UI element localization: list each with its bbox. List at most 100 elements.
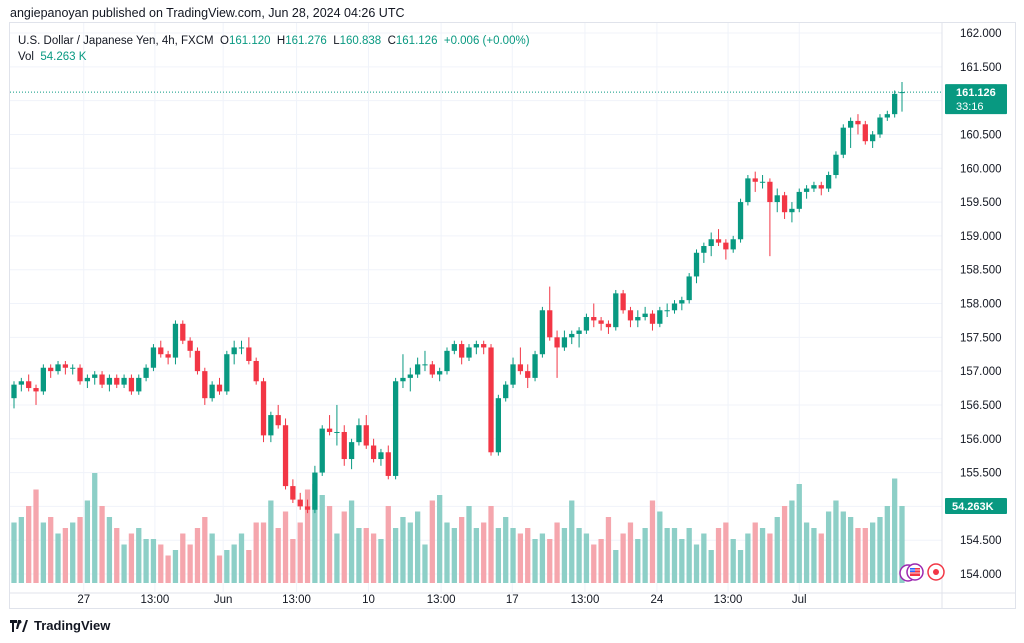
candle-body bbox=[180, 323, 186, 341]
y-tick-label: 155.500 bbox=[960, 468, 1002, 480]
low-value: 160.838 bbox=[339, 35, 382, 47]
candle-body bbox=[341, 431, 347, 460]
candle-body bbox=[70, 367, 76, 369]
candle bbox=[385, 445, 391, 480]
economic-event-icon[interactable] bbox=[927, 563, 945, 581]
volume-bar bbox=[833, 500, 839, 583]
candle-body bbox=[172, 323, 179, 358]
candle-body bbox=[121, 377, 127, 385]
candle bbox=[231, 340, 237, 365]
volume-bar bbox=[495, 528, 502, 583]
candle-body bbox=[282, 425, 289, 487]
volume-bar bbox=[525, 528, 531, 583]
candle bbox=[187, 337, 193, 358]
candle-body bbox=[451, 344, 457, 351]
high-label: H bbox=[276, 35, 286, 47]
volume-bar bbox=[136, 528, 142, 583]
candle bbox=[290, 479, 296, 503]
volume-bar bbox=[11, 522, 17, 583]
candle bbox=[686, 273, 692, 304]
volume-bar bbox=[106, 517, 113, 583]
candle bbox=[77, 364, 83, 385]
time-axis[interactable]: 27 13:00 Jun 13:00 10 13:00 17 13:00 24 13:00 Jul bbox=[77, 594, 806, 606]
candle bbox=[510, 357, 516, 389]
y-tick-label: 154.000 bbox=[960, 569, 1002, 581]
candle bbox=[877, 114, 883, 138]
candle-body bbox=[158, 347, 164, 355]
candle-body bbox=[539, 310, 546, 355]
candle bbox=[334, 404, 340, 446]
candle bbox=[488, 344, 494, 456]
candle bbox=[92, 371, 98, 385]
candlesticks bbox=[11, 81, 905, 514]
volume-bar bbox=[62, 528, 69, 583]
volume-bar bbox=[392, 528, 399, 583]
volume-bar bbox=[348, 500, 355, 583]
candle-body bbox=[414, 364, 421, 375]
volume-bar bbox=[224, 550, 230, 583]
volume-bar bbox=[679, 539, 685, 583]
volume-bar bbox=[818, 533, 824, 583]
chart-event-icons[interactable] bbox=[899, 563, 945, 582]
footer-brand[interactable]: TradingView bbox=[10, 618, 110, 633]
candle-body bbox=[525, 371, 531, 378]
candle-body bbox=[356, 425, 362, 443]
candle bbox=[554, 330, 560, 378]
candle bbox=[532, 350, 538, 382]
candle bbox=[422, 350, 428, 372]
candle-body bbox=[334, 431, 340, 433]
candle-body bbox=[18, 381, 24, 385]
candle-body bbox=[877, 117, 883, 135]
candle-body bbox=[811, 185, 817, 189]
candle bbox=[862, 120, 868, 145]
price-chart[interactable]: 162.000161.500161.000160.500160.000159.5… bbox=[10, 23, 1015, 608]
volume-bar bbox=[33, 489, 39, 583]
chart-panel[interactable]: 162.000161.500161.000160.500160.000159.5… bbox=[9, 22, 1016, 609]
candle bbox=[495, 394, 502, 456]
y-tick-label: 160.500 bbox=[960, 129, 1002, 141]
x-tick-label: 13:00 bbox=[427, 594, 456, 606]
y-tick-label: 159.500 bbox=[960, 197, 1002, 209]
candle-body bbox=[297, 499, 303, 507]
chart-grid bbox=[10, 23, 1015, 608]
candle-body bbox=[459, 344, 465, 358]
candle bbox=[737, 198, 744, 243]
volume-bar bbox=[312, 484, 318, 583]
candle-body bbox=[613, 293, 619, 328]
candle-body bbox=[686, 276, 692, 301]
candle bbox=[583, 313, 590, 334]
candle-body bbox=[620, 293, 626, 311]
volume-bar bbox=[40, 522, 46, 583]
candle-body bbox=[752, 178, 758, 182]
candle-body bbox=[312, 472, 318, 510]
x-tick-label: 24 bbox=[650, 594, 663, 606]
candle-body bbox=[679, 300, 685, 304]
x-tick-label: 13:00 bbox=[282, 594, 311, 606]
candle-body bbox=[202, 371, 208, 399]
candle-body bbox=[444, 350, 450, 372]
candle bbox=[33, 384, 39, 405]
candle-body bbox=[260, 381, 267, 436]
volume-bar bbox=[363, 528, 369, 583]
candle-body bbox=[818, 185, 824, 189]
candle-body bbox=[422, 364, 428, 366]
volume-bar bbox=[356, 528, 362, 583]
volume-bar bbox=[437, 495, 443, 583]
candle-body bbox=[664, 310, 670, 312]
candle-body bbox=[855, 120, 861, 125]
candle bbox=[547, 286, 553, 341]
x-tick-label: Jun bbox=[214, 594, 233, 606]
candle bbox=[591, 303, 597, 328]
volume-bar bbox=[150, 539, 157, 583]
volume-bar bbox=[407, 522, 413, 583]
volume-bar bbox=[180, 533, 186, 583]
candle bbox=[811, 181, 817, 192]
volume-bar bbox=[400, 517, 406, 583]
flag-event-icon[interactable] bbox=[899, 563, 924, 582]
candle-body bbox=[187, 340, 193, 351]
candle bbox=[517, 347, 524, 375]
change-value: +0.006 (+0.00%) bbox=[443, 35, 530, 47]
candle bbox=[723, 239, 729, 260]
candle-body bbox=[275, 415, 281, 426]
candle bbox=[715, 229, 722, 247]
